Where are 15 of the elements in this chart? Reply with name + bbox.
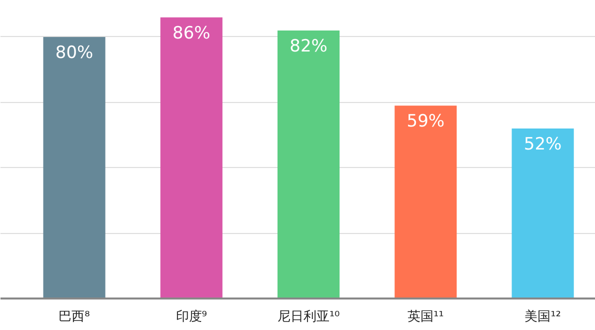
data-label: 59% [406,112,445,132]
x-tick-label: 巴西⁸ [58,310,90,324]
data-label: 86% [172,23,210,44]
x-tick-label: 美国¹² [524,308,562,324]
x-tick-label: 英国¹¹ [407,310,444,324]
bar [278,30,340,298]
x-tick-label: 印度⁹ [176,308,208,324]
data-label: 82% [290,36,328,56]
data-label: 52% [524,134,562,155]
bar [512,128,574,298]
bar [160,17,222,298]
x-tick-label: 尼日利亚¹⁰ [277,310,340,324]
data-label: 80% [55,42,94,63]
bar [43,36,106,298]
bar [394,106,457,298]
